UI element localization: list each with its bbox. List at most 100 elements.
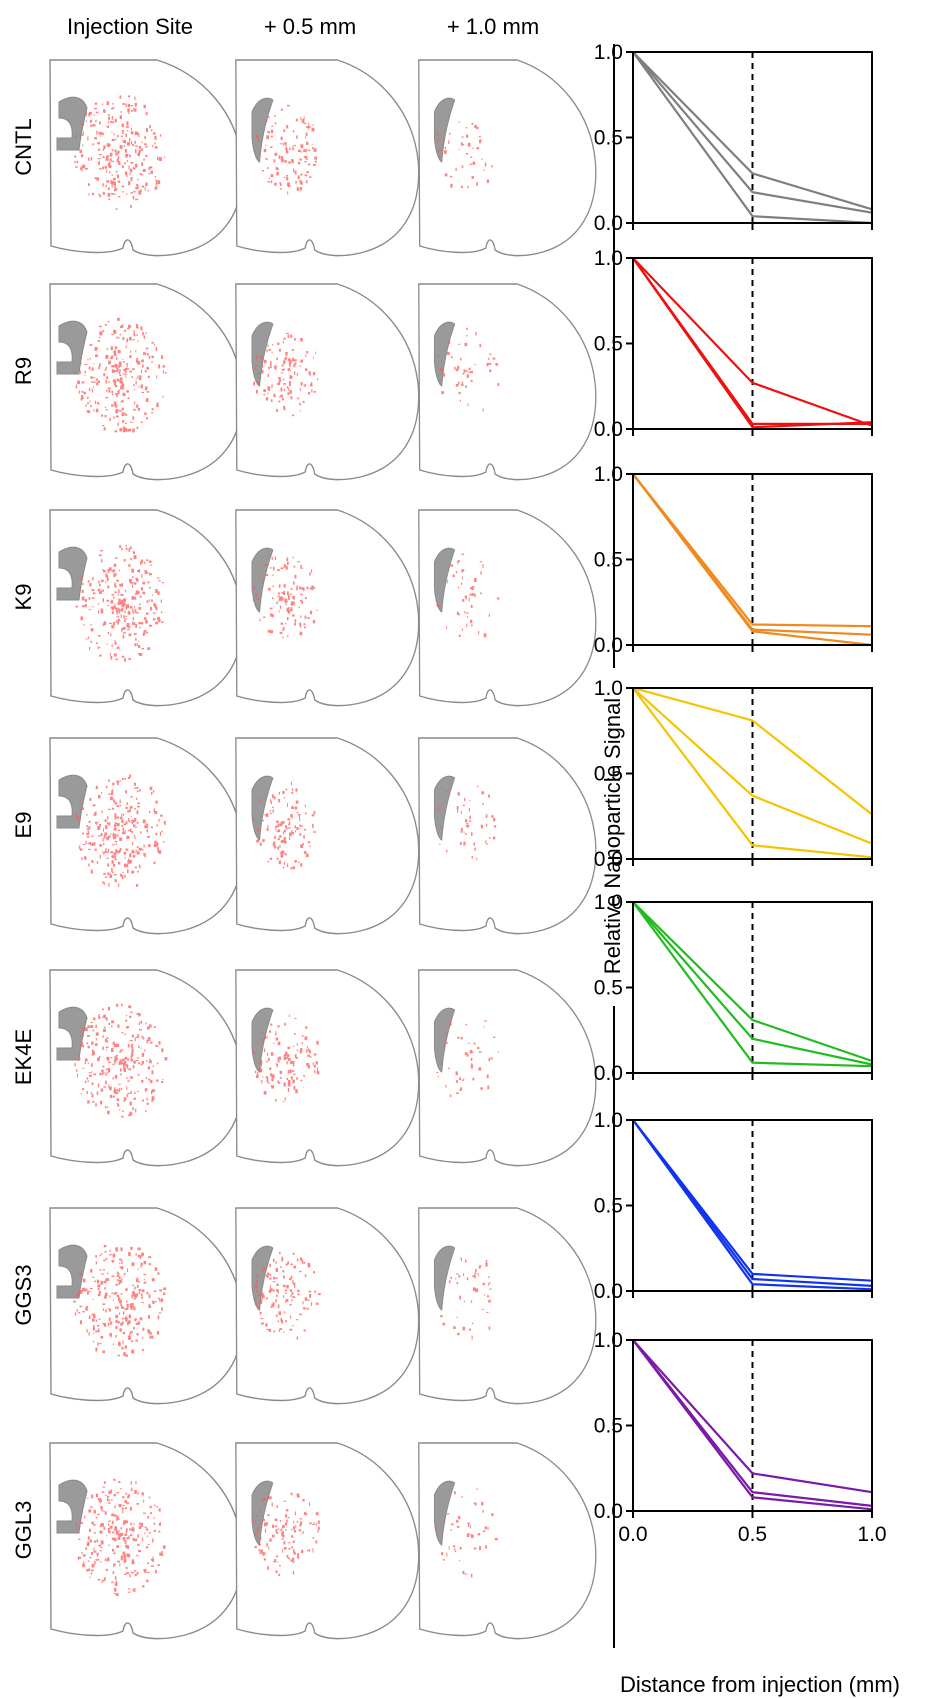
nanoparticle-signal	[437, 327, 500, 412]
row-label-ek4e: EK4E	[11, 1029, 36, 1085]
brain-outline	[49, 59, 244, 257]
row-label-r9: R9	[11, 357, 36, 385]
series-line-cntl-2	[632, 51, 873, 214]
nanoparticle-signal	[436, 121, 493, 189]
brain-section-ggl3-col1	[49, 1442, 244, 1640]
nanoparticle-signal	[74, 1478, 166, 1597]
ventricle	[56, 1244, 88, 1299]
y-tick-label-k9-0: 0.0	[594, 634, 623, 657]
ventricle	[433, 1480, 456, 1546]
brain-section-ggs3-col2	[235, 1207, 420, 1405]
nanoparticle-signal	[74, 95, 166, 210]
series-line-ggl3-1	[632, 1339, 873, 1494]
x-tick-label-2: 1.0	[857, 1523, 886, 1546]
y-tick-label-cntl-0: 0.0	[594, 212, 623, 235]
y-tick-label-e9-1: 0.5	[594, 763, 623, 786]
nanoparticle-signal	[436, 1020, 500, 1098]
nanoparticle-signal	[440, 1257, 492, 1340]
row-label-e9: E9	[11, 812, 36, 839]
nanoparticle-signal	[253, 1014, 320, 1103]
brain-outline	[49, 969, 244, 1167]
nanoparticle-signal	[75, 774, 166, 887]
row-label-ggl3: GGL3	[11, 1501, 36, 1560]
series-line-ek4e-2	[632, 901, 873, 1066]
chart-panel-e9: 0.0 0.5 1.0	[594, 677, 873, 871]
brain-outline	[235, 969, 420, 1167]
brain-section-ek4e-col2	[235, 969, 420, 1167]
nanoparticle-signal	[75, 544, 164, 662]
nanoparticle-signal	[253, 104, 317, 195]
nanoparticle-signal	[73, 1245, 167, 1357]
brain-outline	[235, 1207, 420, 1405]
ventricle	[433, 97, 456, 163]
brain-section-r9-col1	[49, 283, 244, 481]
brain-outline	[235, 59, 420, 257]
nanoparticle-signal	[74, 1003, 168, 1118]
brain-outline	[418, 1442, 597, 1640]
brain-outline	[235, 283, 420, 481]
ventricle	[56, 774, 88, 829]
nanoparticle-signal	[438, 785, 497, 860]
brain-section-k9-col3	[418, 509, 597, 707]
brain-section-r9-col2	[235, 283, 420, 481]
row-label-k9: K9	[11, 584, 36, 611]
x-tick-label-1: 0.5	[738, 1523, 767, 1546]
ventricle	[251, 1245, 274, 1311]
brain-section-cntl-col2	[235, 59, 420, 257]
chart-panel-r9: 0.0 0.5 1.0	[594, 247, 873, 441]
brain-section-e9-col3	[418, 737, 597, 935]
brain-section-e9-col1	[49, 737, 244, 935]
brain-section-ggl3-col3	[418, 1442, 597, 1640]
series-line-cntl-3	[632, 51, 873, 225]
ventricle	[56, 1006, 88, 1061]
ventricle	[433, 321, 456, 387]
series-line-ek4e-3	[632, 901, 873, 1068]
ventricle	[433, 1245, 456, 1311]
chart-panel-ggs3: 0.0 0.5 1.0	[594, 1109, 873, 1303]
brain-section-ek4e-col1	[49, 969, 244, 1167]
series-line-k9-3	[632, 473, 873, 647]
brain-section-k9-col1	[49, 509, 244, 707]
y-tick-label-ggl3-2: 1.0	[594, 1329, 623, 1352]
ventricle	[433, 1007, 456, 1073]
brain-section-cntl-col1	[49, 59, 244, 257]
ventricle	[433, 775, 456, 841]
ventricle	[433, 547, 456, 613]
brain-outline	[49, 1207, 244, 1405]
ventricle	[56, 1479, 88, 1534]
brain-section-r9-col3	[418, 283, 597, 481]
y-tick-label-ggs3-0: 0.0	[594, 1280, 623, 1303]
y-tick-label-r9-0: 0.0	[594, 418, 623, 441]
y-tick-label-k9-2: 1.0	[594, 463, 623, 486]
brain-outline	[49, 737, 244, 935]
y-tick-label-cntl-2: 1.0	[594, 41, 623, 64]
brain-outline	[418, 1207, 597, 1405]
column-header-0-5mm: + 0.5 mm	[264, 14, 356, 39]
series-line-r9-3	[632, 257, 873, 429]
brain-outline	[235, 509, 420, 707]
row-label-cntl: CNTL	[11, 118, 36, 175]
y-tick-label-ggl3-1: 0.5	[594, 1415, 623, 1438]
column-header-injection-site: Injection Site	[67, 14, 193, 39]
brain-section-ggs3-col3	[418, 1207, 597, 1405]
brain-section-k9-col2	[235, 509, 420, 707]
y-tick-label-ek4e-2: 1.0	[594, 891, 623, 914]
y-tick-label-e9-2: 1.0	[594, 677, 623, 700]
y-tick-label-e9-0: 0.0	[594, 848, 623, 871]
brain-outline	[235, 737, 420, 935]
series-line-e9-3	[632, 687, 873, 859]
nanoparticle-signal	[436, 1488, 499, 1578]
brain-outline	[49, 509, 244, 707]
y-tick-label-ggl3-0: 0.0	[594, 1500, 623, 1523]
nanoparticle-signal	[254, 1252, 321, 1340]
column-header-1-0mm: + 1.0 mm	[447, 14, 539, 39]
ventricle	[56, 320, 88, 375]
y-tick-label-ek4e-1: 0.5	[594, 977, 623, 1000]
ventricle	[251, 775, 274, 841]
y-tick-label-k9-1: 0.5	[594, 549, 623, 572]
chart-panel-ek4e: 0.0 0.5 1.0	[594, 891, 873, 1085]
y-tick-label-ek4e-0: 0.0	[594, 1062, 623, 1085]
brain-outline	[49, 1442, 244, 1640]
brain-section-ggl3-col2	[235, 1442, 420, 1640]
y-tick-label-r9-2: 1.0	[594, 247, 623, 270]
